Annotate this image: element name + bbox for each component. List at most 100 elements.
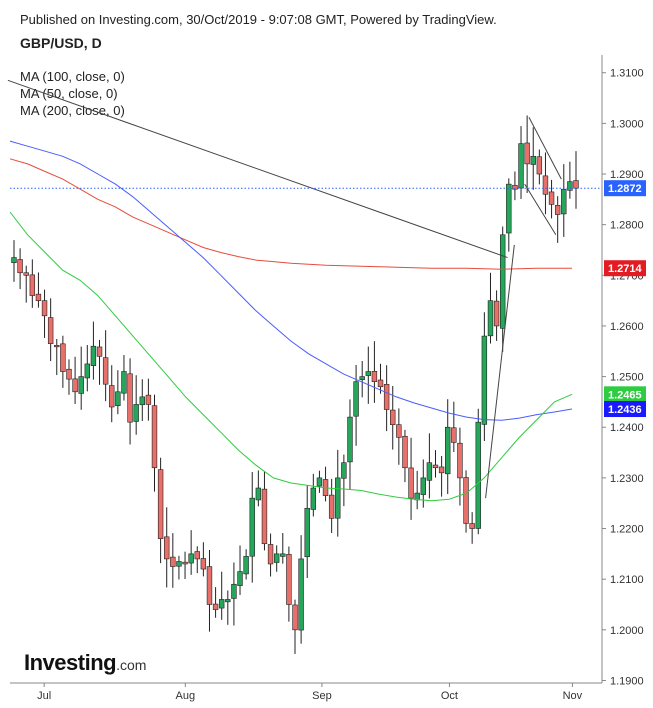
legend-ma200: MA (200, close, 0) [20, 103, 125, 118]
y-tick-label: 1.2400 [610, 422, 644, 434]
candle-body [548, 191, 555, 205]
candle-body [438, 466, 445, 474]
candle-body [176, 561, 182, 567]
x-tick-label: Aug [176, 690, 196, 702]
ma-value-label: 1.2436 [608, 404, 642, 416]
candle-body [225, 599, 231, 603]
y-tick-label: 1.2600 [610, 321, 644, 333]
candle-body [273, 553, 280, 563]
candle-body [445, 426, 451, 475]
candle-body [335, 477, 341, 519]
candle-body [365, 371, 372, 376]
candle-body [390, 409, 396, 426]
candle-body [286, 554, 292, 605]
candle-body [475, 421, 481, 529]
legend-ma100: MA (100, close, 0) [20, 69, 125, 84]
candle-body [420, 477, 426, 495]
candle-body [133, 404, 139, 422]
y-tick-label: 1.2500 [610, 372, 644, 384]
ma-value-tag [604, 260, 646, 277]
candle-body [115, 391, 121, 406]
flag-upper-line [528, 117, 562, 180]
x-tick-label: Jul [37, 690, 51, 702]
candle-body [47, 317, 54, 344]
candle-body [426, 462, 433, 481]
candle-body [567, 181, 573, 191]
published-header: Published on Investing.com, 30/Oct/2019 … [20, 12, 497, 27]
y-tick-label: 1.3000 [610, 118, 644, 130]
candle-body [469, 523, 475, 529]
logo-suffix: .com [116, 657, 147, 673]
candle-body [499, 234, 506, 329]
candle-body [170, 556, 176, 567]
candle-body [328, 494, 335, 519]
candle-body [157, 469, 164, 539]
candle-body [164, 536, 170, 560]
candle-body [249, 497, 255, 557]
candle-body [237, 571, 243, 586]
candle-body [377, 379, 384, 388]
last-price-label: 1.2872 [608, 183, 642, 195]
candle-body [102, 357, 109, 385]
candle-body [530, 155, 536, 165]
long-trendline [7, 79, 508, 259]
candle-body [359, 376, 365, 381]
ma-value-tag [604, 386, 646, 403]
rally-trendline [485, 244, 515, 499]
candle-body [341, 462, 347, 479]
y-tick-label: 1.2100 [610, 574, 644, 586]
y-tick-label: 1.2200 [610, 524, 644, 536]
candle-body [493, 300, 500, 327]
candle-body [151, 405, 158, 469]
y-tick-label: 1.1900 [610, 675, 644, 687]
ma-legend: MA (100, close, 0) MA (50, close, 0) MA … [20, 68, 125, 119]
candle-body [90, 345, 97, 366]
candle-body [66, 368, 72, 380]
candle-body [78, 376, 84, 394]
ma-value-tag [604, 401, 646, 418]
ma100-line [9, 140, 573, 421]
logo-name: Investing [24, 650, 117, 675]
ma-value-label: 1.2465 [608, 389, 642, 401]
candle-body [267, 544, 274, 565]
candle-body [542, 175, 549, 195]
legend-ma50: MA (50, close, 0) [20, 86, 118, 101]
candle-body [188, 553, 194, 564]
candle-body [23, 272, 29, 276]
candle-body [487, 300, 494, 337]
candle-body [463, 477, 469, 524]
y-tick-label: 1.2800 [610, 220, 644, 232]
candle-body [536, 156, 543, 175]
candle-body [561, 188, 567, 215]
candle-body [261, 488, 268, 545]
candle-body [396, 424, 402, 438]
candle-body [432, 464, 439, 469]
candle-body [231, 583, 237, 599]
chart-title: GBP/USD, D [20, 35, 102, 51]
candle-body [518, 143, 524, 189]
candle-body [481, 335, 488, 425]
candle-body [347, 416, 353, 463]
candle-body [206, 566, 213, 605]
x-tick-label: Nov [563, 690, 583, 702]
candle-body [316, 477, 323, 487]
candle-body [54, 345, 60, 348]
candle-body [182, 561, 188, 565]
candle-body [573, 180, 579, 189]
candle-body [457, 442, 463, 479]
candle-body [127, 373, 133, 423]
candle-body [35, 293, 42, 301]
candle-body [218, 599, 225, 609]
candle-body [96, 346, 103, 357]
candle-body [292, 604, 298, 631]
last-price-tag [604, 180, 646, 197]
candle-body [84, 363, 91, 379]
candle-body [72, 378, 78, 393]
candle-body [60, 343, 66, 372]
ma-value-label: 1.2714 [608, 263, 643, 275]
candle-body [194, 551, 200, 560]
candle-body [11, 257, 17, 263]
candle-body [17, 259, 23, 274]
candle-body [29, 274, 36, 296]
